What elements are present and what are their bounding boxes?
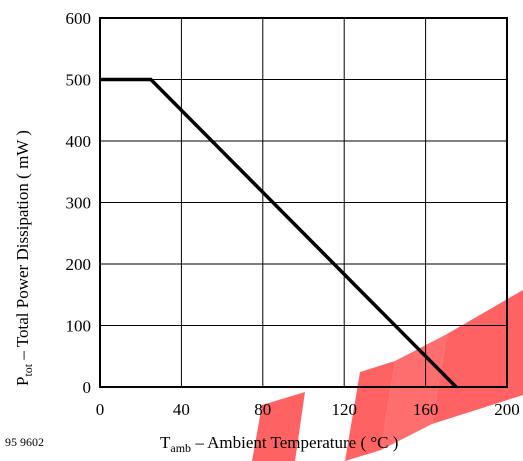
y-tick-label: 100	[66, 317, 92, 336]
y-tick-label: 500	[66, 71, 92, 90]
x-tick-label: 200	[494, 400, 520, 419]
y-axis-text: – Total Power Dissipation ( mW )	[13, 130, 32, 364]
x-axis-subscript: amb	[170, 441, 191, 455]
x-tick-label: 0	[96, 400, 105, 419]
figure-code: 95 9602	[5, 435, 44, 449]
y-axis-label: Ptot – Total Power Dissipation ( mW )	[13, 130, 35, 386]
y-tick-label: 600	[66, 9, 92, 28]
x-tick-label: 160	[413, 400, 439, 419]
y-tick-label: 300	[66, 194, 92, 213]
grid	[100, 18, 507, 387]
plot-frame	[99, 17, 508, 388]
derating-curve	[100, 77, 458, 389]
x-tick-label: 80	[254, 400, 271, 419]
x-axis-symbol: T	[160, 433, 171, 452]
x-tick-label: 120	[331, 400, 357, 419]
x-axis-label: Tamb – Ambient Temperature ( °C )	[160, 433, 398, 455]
y-ticks: 0 100 200 300 400 500 600	[66, 9, 92, 397]
y-axis-symbol: P	[13, 377, 32, 386]
y-tick-label: 200	[66, 255, 92, 274]
y-tick-label: 400	[66, 132, 92, 151]
y-axis-subscript: tot	[21, 363, 35, 376]
x-ticks: 0 40 80 120 160 200	[96, 400, 520, 419]
y-tick-label: 0	[83, 378, 92, 397]
series	[100, 77, 458, 389]
x-tick-label: 40	[173, 400, 190, 419]
x-axis-text: – Ambient Temperature ( °C )	[191, 433, 398, 452]
